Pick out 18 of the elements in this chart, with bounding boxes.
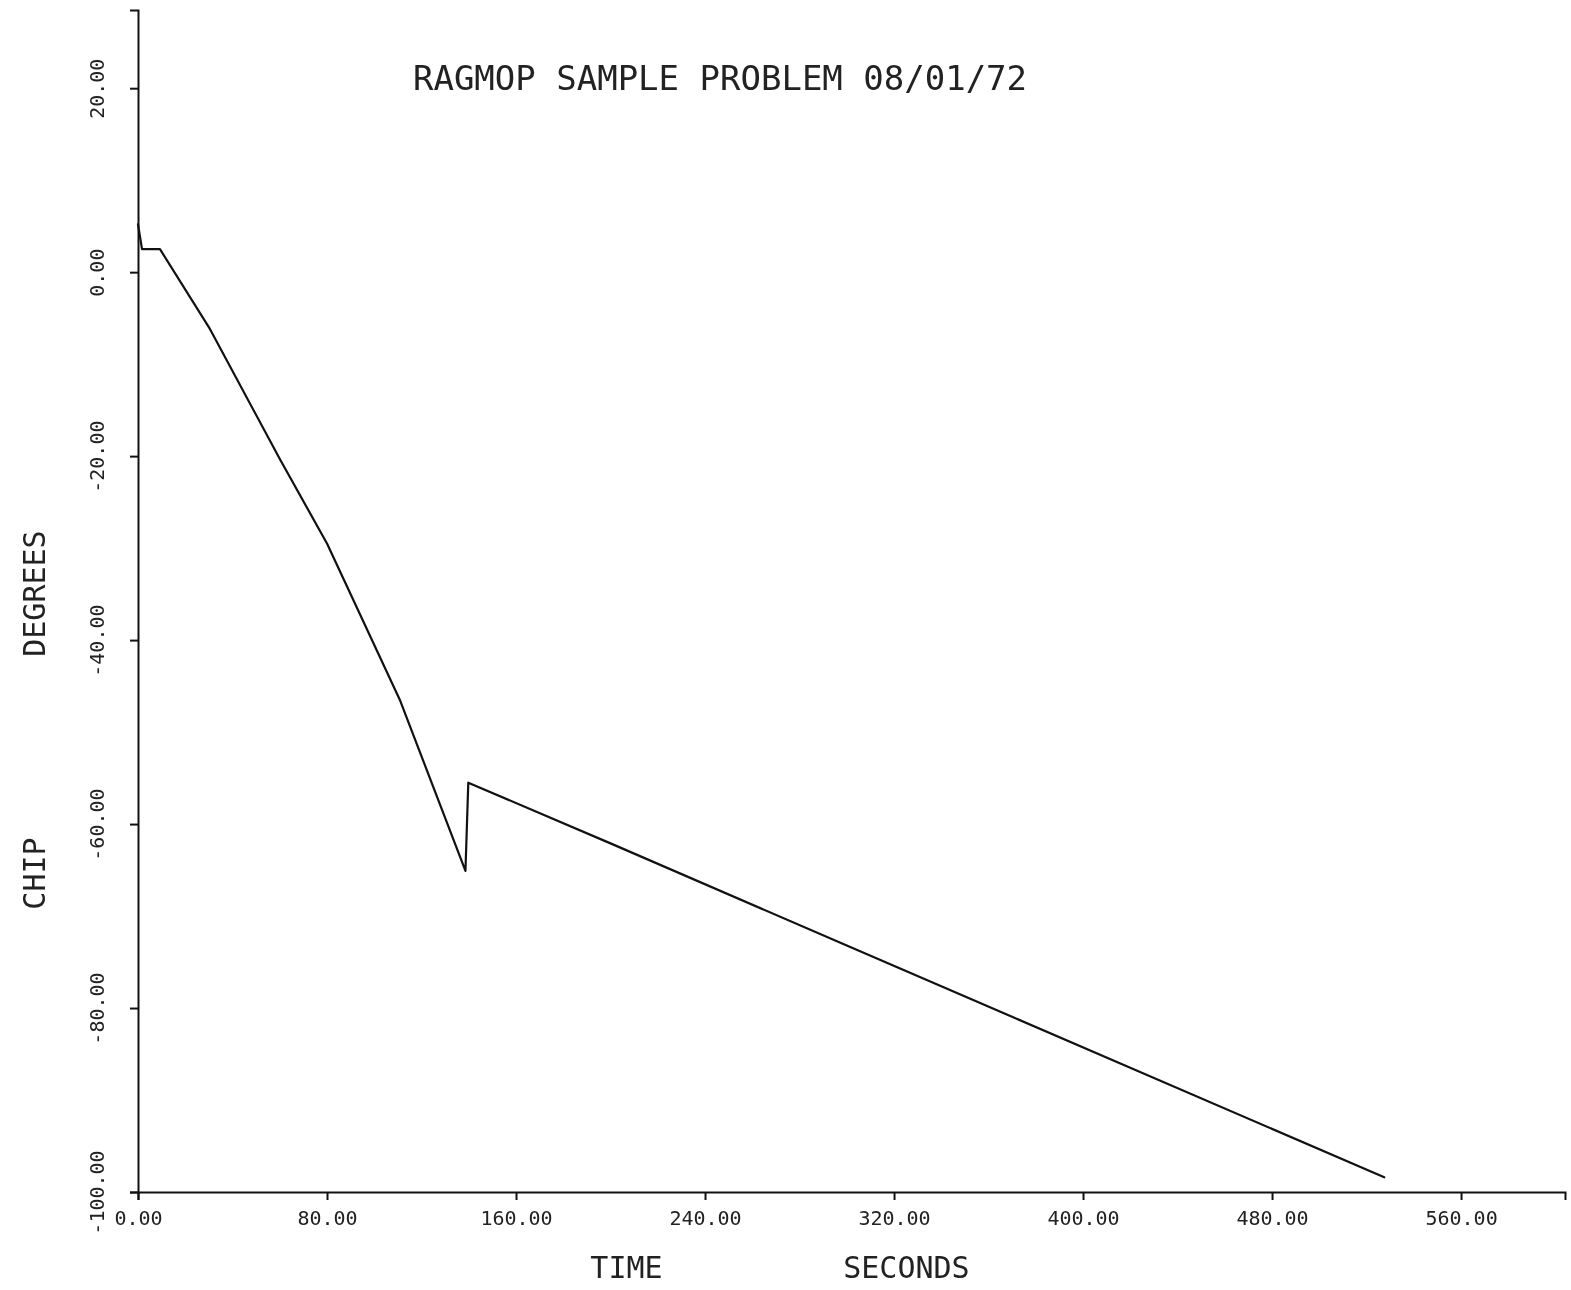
x-tick-label: 80.00 — [297, 1206, 358, 1230]
x-tick-label: 160.00 — [480, 1206, 553, 1230]
x-tick-label: 240.00 — [669, 1206, 742, 1230]
text: RAGMOP SAMPLE PROBLEM 08/01/72 — [412, 58, 1028, 98]
y-tick-label: -40.00 — [85, 604, 109, 677]
y-tick-label: -80.00 — [85, 972, 109, 1045]
y-tick-label: -100.00 — [85, 1150, 109, 1235]
y-tick-label: 20.00 — [85, 58, 109, 119]
x-tick-label: 0.00 — [114, 1206, 163, 1230]
x-axis-title: TIME SECONDS — [590, 1250, 970, 1285]
x-tick-label: 320.00 — [858, 1206, 931, 1230]
x-tick-label: 400.00 — [1047, 1206, 1120, 1230]
y-axis-title: CHIP DEGREES — [17, 530, 52, 910]
y-tick-label: 0.00 — [85, 248, 109, 297]
x-tick-label: 480.00 — [1236, 1206, 1309, 1230]
x-tick-label: 560.00 — [1425, 1206, 1498, 1230]
y-tick-label: -20.00 — [85, 420, 109, 493]
y-tick-label: -60.00 — [85, 788, 109, 861]
